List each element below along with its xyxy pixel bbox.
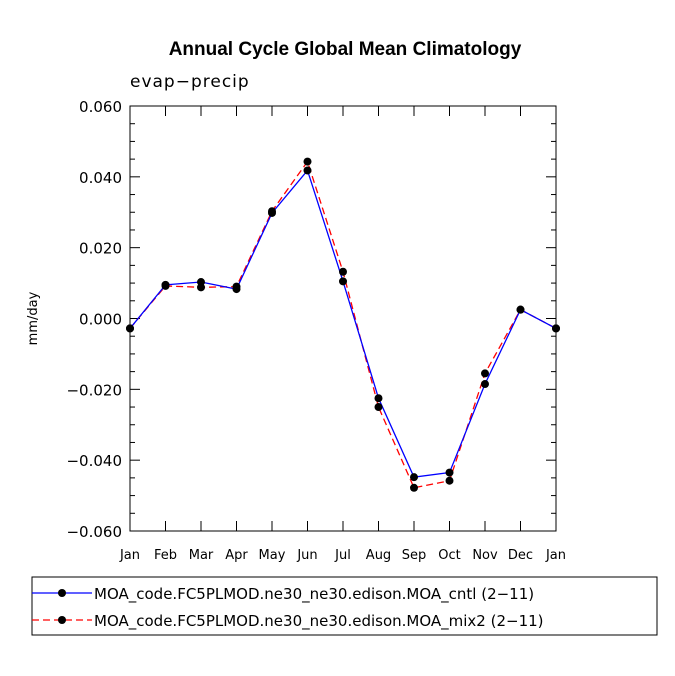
data-point bbox=[197, 278, 205, 287]
y-tick-label: 0.040 bbox=[79, 169, 122, 187]
data-point bbox=[481, 380, 489, 389]
data-point bbox=[445, 476, 454, 485]
x-tick-label: Sep bbox=[402, 548, 427, 563]
x-tick-label: Dec bbox=[508, 548, 533, 563]
data-point bbox=[516, 305, 525, 314]
data-point bbox=[552, 324, 560, 333]
legend-marker bbox=[58, 589, 66, 597]
legend-box bbox=[31, 576, 658, 636]
y-tick-label: 0.020 bbox=[79, 240, 122, 258]
legend-label: MOA_code.FC5PLMOD.ne30_ne30.edison.MOA_c… bbox=[94, 585, 534, 604]
y-axis-label: mm/day bbox=[26, 291, 41, 345]
data-point bbox=[126, 324, 134, 333]
data-point bbox=[232, 285, 241, 294]
chart-subtitle: evap−precip bbox=[130, 72, 250, 92]
y-tick-label: −0.020 bbox=[66, 381, 122, 399]
data-point bbox=[374, 394, 383, 403]
x-tick-label: Jun bbox=[296, 548, 317, 563]
x-tick-label: Feb bbox=[154, 548, 177, 563]
data-point bbox=[303, 166, 312, 175]
plot-area: −0.060 −0.040 −0.020 0.000 0.020 0.040 0.060 Ja… bbox=[66, 98, 566, 563]
data-point bbox=[268, 208, 276, 217]
x-tick-label: Mar bbox=[189, 548, 214, 563]
chart-title: Annual Cycle Global Mean Climatology bbox=[169, 39, 522, 60]
series-line-mix2 bbox=[129, 160, 557, 489]
legend-marker bbox=[58, 616, 66, 624]
x-tick-label: May bbox=[259, 548, 286, 563]
data-point bbox=[161, 280, 170, 289]
legend: MOA_code.FC5PLMOD.ne30_ne30.edison.MOA_c… bbox=[31, 576, 658, 636]
data-point bbox=[481, 369, 489, 378]
x-tick-label: Nov bbox=[472, 548, 498, 563]
data-point bbox=[303, 157, 312, 166]
x-tick-label: Jan bbox=[545, 548, 566, 563]
x-tick-label: Jul bbox=[334, 548, 351, 563]
y-tick-label: 0.060 bbox=[79, 98, 122, 116]
legend-label: MOA_code.FC5PLMOD.ne30_ne30.edison.MOA_m… bbox=[94, 612, 544, 631]
x-tick-label: Oct bbox=[438, 548, 460, 563]
x-tick-label: Aug bbox=[366, 548, 391, 563]
data-point bbox=[374, 403, 383, 412]
plot-frame bbox=[129, 105, 557, 532]
data-point bbox=[410, 473, 418, 482]
data-point bbox=[339, 277, 347, 286]
data-point bbox=[339, 267, 347, 276]
y-tick-label: −0.060 bbox=[66, 523, 122, 541]
data-point bbox=[410, 483, 418, 492]
x-tick-label: Jan bbox=[119, 548, 140, 563]
series-line-cntl bbox=[129, 169, 557, 478]
y-tick-label: −0.040 bbox=[66, 452, 122, 470]
y-tick-label: 0.000 bbox=[79, 311, 122, 329]
x-tick-label: Apr bbox=[225, 548, 248, 563]
data-point bbox=[445, 468, 454, 477]
